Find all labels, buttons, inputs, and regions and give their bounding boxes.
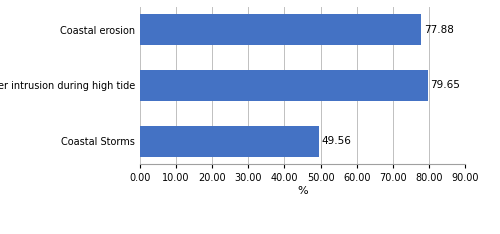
Text: 77.88: 77.88: [424, 25, 454, 35]
Bar: [140, 126, 319, 157]
X-axis label: %: %: [297, 186, 308, 196]
Bar: [140, 14, 421, 45]
Bar: [140, 70, 428, 101]
Text: 79.65: 79.65: [430, 80, 460, 90]
Text: 49.56: 49.56: [322, 136, 352, 146]
